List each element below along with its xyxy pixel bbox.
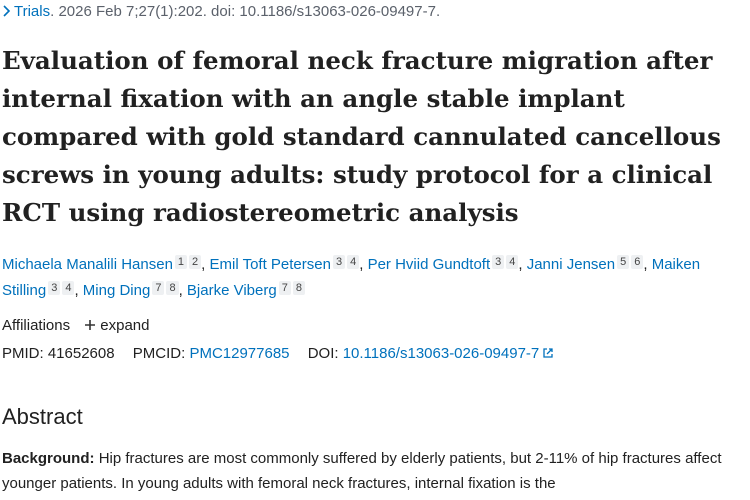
author-list: Michaela Manalili Hansen 1 2, Emil Toft Pe… bbox=[2, 252, 742, 304]
author-link[interactable]: Janni Jensen bbox=[526, 256, 616, 273]
citation: Trials. 2026 Feb 7;27(1):202. doi: 10.11… bbox=[2, 3, 440, 20]
author-link[interactable]: Ming Ding bbox=[82, 282, 151, 299]
affiliation-number[interactable]: 3 bbox=[332, 255, 346, 269]
author: Bjarke Viberg 7 8 bbox=[186, 281, 305, 299]
author: Michaela Manalili Hansen 1 2, bbox=[2, 255, 206, 273]
author-separator: , bbox=[178, 282, 183, 299]
external-link-icon bbox=[543, 348, 553, 358]
author-separator: , bbox=[359, 256, 364, 273]
affiliations: Affiliations expand bbox=[2, 317, 149, 334]
author-separator: , bbox=[201, 256, 206, 273]
pmid: 41652608 bbox=[47, 345, 115, 362]
affiliation-number[interactable]: 3 bbox=[492, 255, 505, 269]
author-separator: , bbox=[518, 256, 523, 273]
author-link[interactable]: Michaela Manalili Hansen bbox=[2, 256, 173, 273]
plus-icon bbox=[85, 320, 96, 330]
author-link[interactable]: Bjarke Viberg bbox=[186, 282, 277, 299]
affiliation-number[interactable]: 2 bbox=[189, 255, 202, 269]
author-link[interactable]: Maiken Stilling bbox=[2, 256, 701, 299]
author: Janni Jensen 5 6, bbox=[526, 255, 648, 273]
affiliation-number[interactable]: 4 bbox=[62, 281, 75, 295]
affiliation-number[interactable]: 6 bbox=[631, 255, 644, 269]
background-text: Hip fractures are most commonly suffered… bbox=[2, 450, 722, 492]
affiliations-label: Affiliations bbox=[2, 317, 71, 334]
affiliation-number[interactable]: 1 bbox=[174, 255, 188, 269]
abstract-heading: Abstract bbox=[2, 404, 83, 429]
affiliation-number[interactable]: 7 bbox=[152, 281, 165, 295]
article-title: Evaluation of femoral neck fracture migr… bbox=[2, 46, 721, 227]
doi-link[interactable]: 10.1186/s13063-026-09497-7 bbox=[342, 345, 540, 362]
journal-link[interactable]: Trials bbox=[14, 3, 51, 20]
affiliation-number[interactable]: 5 bbox=[617, 255, 630, 269]
expand-button[interactable]: expand bbox=[84, 317, 149, 334]
author-separator: , bbox=[74, 282, 79, 299]
author-separator: , bbox=[643, 256, 648, 273]
identifiers: PMID: 41652608 PMCID: PMC12977685 DOI: 1… bbox=[2, 345, 554, 362]
author: Ming Ding 7 8, bbox=[82, 281, 183, 299]
affiliation-number[interactable]: 4 bbox=[506, 255, 519, 269]
author-link[interactable]: Per Hviid Gundtoft bbox=[367, 256, 491, 273]
chevron-icon bbox=[3, 5, 11, 17]
abstract-background: Background: Hip fractures are most commo… bbox=[2, 446, 742, 496]
affiliation-number[interactable]: 7 bbox=[278, 281, 291, 295]
background-label: Background: bbox=[2, 450, 95, 467]
author: Emil Toft Petersen 3 4, bbox=[209, 255, 364, 273]
affiliation-number[interactable]: 8 bbox=[166, 281, 179, 295]
pmcid-link[interactable]: PMC12977685 bbox=[189, 345, 290, 362]
affiliation-number[interactable]: 4 bbox=[347, 255, 360, 269]
doi-label: DOI: bbox=[307, 345, 339, 362]
author: Maiken Stilling 3 4, bbox=[2, 256, 700, 299]
pmcid-label: PMCID: bbox=[132, 345, 186, 362]
affiliation-number[interactable]: 8 bbox=[292, 281, 305, 295]
author-link[interactable]: Emil Toft Petersen bbox=[209, 256, 331, 273]
pmid-label: PMID: bbox=[2, 345, 44, 362]
citation-details: . 2026 Feb 7;27(1):202. doi: 10.1186/s13… bbox=[50, 3, 441, 20]
affiliation-number[interactable]: 3 bbox=[48, 281, 61, 295]
author: Per Hviid Gundtoft 3 4, bbox=[367, 255, 523, 273]
expand-label[interactable]: expand bbox=[100, 317, 150, 334]
